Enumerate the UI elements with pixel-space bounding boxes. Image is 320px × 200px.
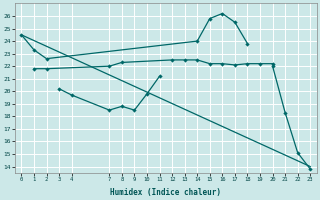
X-axis label: Humidex (Indice chaleur): Humidex (Indice chaleur) <box>110 188 221 197</box>
